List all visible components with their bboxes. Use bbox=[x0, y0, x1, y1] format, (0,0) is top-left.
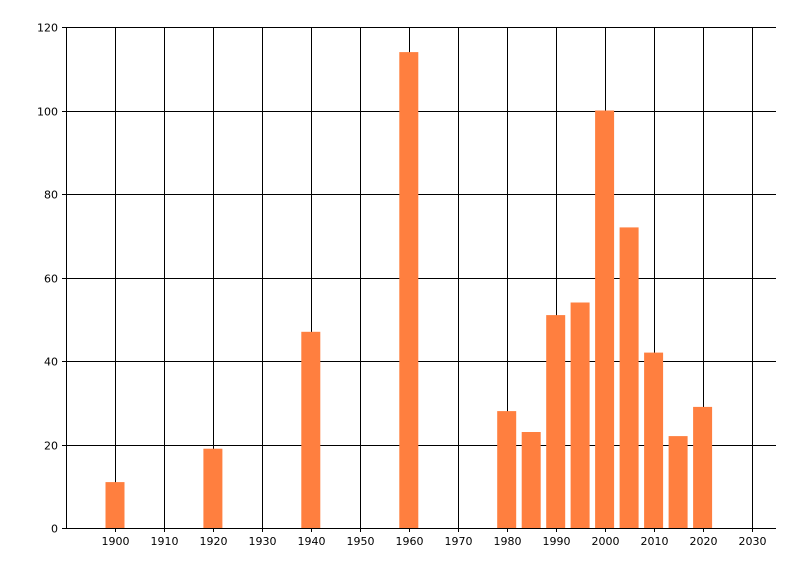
x-tick-label: 1970 bbox=[445, 535, 473, 548]
x-axis-ticks: 1900 1910 1920 1930 1940 1950 1960 1970 1980 1990… bbox=[102, 528, 767, 548]
x-tick-label: 1990 bbox=[543, 535, 571, 548]
bar-1995-7 bbox=[570, 302, 590, 528]
y-axis-ticks: 0 20 40 60 80 100 120 bbox=[37, 22, 66, 536]
x-tick-label: 1980 bbox=[494, 535, 522, 548]
y-tick-label: 80 bbox=[44, 189, 58, 202]
x-tick-label: 1950 bbox=[347, 535, 375, 548]
bar-1920-1 bbox=[203, 448, 223, 528]
bars bbox=[105, 52, 713, 528]
x-tick-label: 1960 bbox=[396, 535, 424, 548]
bar-1985-5 bbox=[521, 432, 541, 528]
bar-2020-12 bbox=[693, 406, 713, 528]
bar-1900-0 bbox=[105, 482, 125, 528]
y-tick-label: 120 bbox=[37, 22, 58, 35]
x-tick-label: 1940 bbox=[298, 535, 326, 548]
bar-1980-4 bbox=[497, 411, 517, 528]
x-tick-label: 2020 bbox=[690, 535, 718, 548]
y-tick-label: 0 bbox=[51, 523, 58, 536]
bar-1940-2 bbox=[301, 331, 321, 528]
bar-2015-11 bbox=[668, 436, 688, 528]
x-tick-label: 2000 bbox=[592, 535, 620, 548]
x-tick-label: 2010 bbox=[641, 535, 669, 548]
x-tick-label: 1900 bbox=[102, 535, 130, 548]
bar-1990-6 bbox=[546, 315, 566, 528]
y-tick-label: 60 bbox=[44, 273, 58, 286]
y-tick-label: 100 bbox=[37, 106, 58, 119]
bar-2010-10 bbox=[644, 352, 664, 528]
x-tick-label: 1920 bbox=[200, 535, 228, 548]
x-tick-label: 1930 bbox=[249, 535, 277, 548]
y-tick-label: 20 bbox=[44, 440, 58, 453]
y-tick-label: 40 bbox=[44, 356, 58, 369]
bar-2000-8 bbox=[595, 110, 615, 528]
bar-1960-3 bbox=[399, 52, 419, 528]
axes bbox=[66, 27, 776, 529]
x-tick-label: 2030 bbox=[739, 535, 767, 548]
bar-2005-9 bbox=[619, 227, 639, 528]
x-tick-label: 1910 bbox=[151, 535, 179, 548]
